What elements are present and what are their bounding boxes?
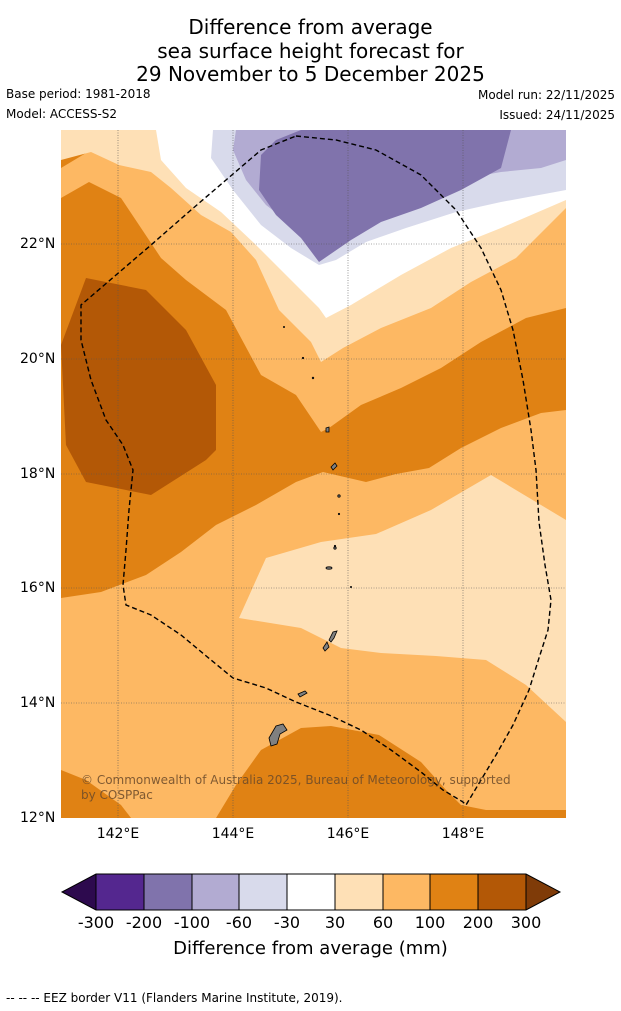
colorbar-extend-low xyxy=(62,874,96,910)
eez-legend-footer: -- -- -- EEZ border V11 (Flanders Marine… xyxy=(6,991,343,1005)
colorbar-segment-8 xyxy=(430,874,478,910)
colorbar-segment-5 xyxy=(287,874,335,910)
colorbar-outline xyxy=(60,873,562,911)
island-pagan xyxy=(325,426,330,433)
colorbar-tick-neg60: -60 xyxy=(225,913,253,932)
lat-label-12n: 12°N xyxy=(20,810,56,826)
colorbar-segment-1 xyxy=(96,874,144,910)
island-maug xyxy=(311,376,315,380)
base-period: Base period: 1981-2018 xyxy=(6,87,151,101)
copyright-notice: © Commonwealth of Australia 2025, Bureau… xyxy=(81,773,511,802)
lat-label-20n: 20°N xyxy=(20,351,56,367)
chart-title: Difference from average sea surface heig… xyxy=(0,15,621,87)
colorbar-tick-neg300: -300 xyxy=(77,913,115,932)
title-line-3: 29 November to 5 December 2025 xyxy=(136,62,485,86)
colorbar-tick-neg30: -30 xyxy=(273,913,301,932)
island-agrihan xyxy=(337,494,341,498)
island-guguan xyxy=(333,544,337,548)
colorbar-tick-100: 100 xyxy=(414,913,446,932)
colorbar-tick-neg200: -200 xyxy=(125,913,163,932)
colorbar-segment-2 xyxy=(144,874,192,910)
colorbar-segment-3 xyxy=(192,874,239,910)
lon-label-144e: 144°E xyxy=(211,826,255,842)
colorbar-segment-7 xyxy=(383,874,430,910)
island-sarigan xyxy=(333,546,337,550)
band-100-200-southwest xyxy=(61,770,131,818)
band-30-60-east xyxy=(239,475,566,722)
island-asuncion xyxy=(337,512,341,516)
lon-label-146e: 146°E xyxy=(326,826,370,842)
sea-surface-height-map xyxy=(61,130,566,818)
title-line-1: Difference from average xyxy=(188,15,433,39)
lat-label-16n: 16°N xyxy=(20,580,56,596)
island-alamagan xyxy=(330,462,338,471)
lat-label-22n: 22°N xyxy=(20,236,56,252)
lon-label-142e: 142°E xyxy=(96,826,140,842)
colorbar-tick-60: 60 xyxy=(372,913,394,932)
gridlines xyxy=(61,130,566,818)
island-rota xyxy=(297,690,308,698)
title-line-2: sea surface height forecast for xyxy=(157,38,464,63)
island-northern xyxy=(282,325,285,328)
island-uracas xyxy=(301,356,305,360)
colorbar-tick-neg100: -100 xyxy=(173,913,211,932)
colorbar xyxy=(60,873,562,911)
lat-label-14n: 14°N xyxy=(20,695,56,711)
band-60-100-north xyxy=(61,130,566,432)
lon-label-148e: 148°E xyxy=(441,826,485,842)
band-100-200-north xyxy=(61,130,566,598)
island-anatahan xyxy=(325,566,333,570)
colorbar-title: Difference from average (mm) xyxy=(173,938,448,959)
colorbar-segment-4 xyxy=(239,874,287,910)
colorbar-tick-200: 200 xyxy=(462,913,494,932)
colorbar-tick-300: 300 xyxy=(510,913,542,932)
model-run: Model run: 22/11/2025 xyxy=(477,88,615,102)
island-tinian xyxy=(322,641,330,652)
islands xyxy=(268,325,352,747)
island-guam xyxy=(268,723,288,747)
model-name: Model: ACCESS-S2 xyxy=(6,107,118,121)
map-svg xyxy=(61,130,566,818)
colorbar-extend-high xyxy=(526,874,560,910)
colorbar-segment-9 xyxy=(478,874,526,910)
band-100-200-south xyxy=(216,726,566,818)
colorbar-segment-6 xyxy=(335,874,383,910)
island-saipan xyxy=(328,630,338,643)
issued-date: Issued: 24/11/2025 xyxy=(499,108,615,122)
band-200-300-west xyxy=(61,278,216,495)
band-neg100-neg200 xyxy=(259,130,511,262)
colorbar-tick-30: 30 xyxy=(324,913,346,932)
eez-border xyxy=(80,135,552,807)
lat-label-18n: 18°N xyxy=(20,466,56,482)
island-small xyxy=(349,585,352,588)
